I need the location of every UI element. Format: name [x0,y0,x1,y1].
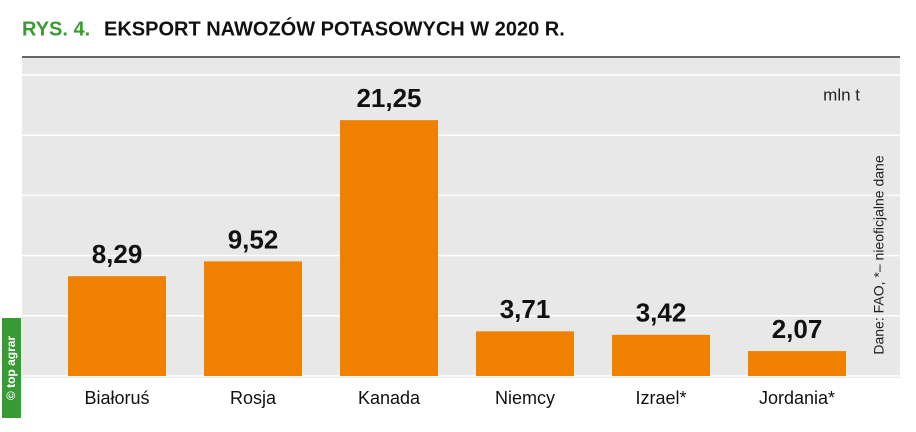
bar [68,276,166,376]
value-label: 3,42 [636,298,687,328]
value-label: 3,71 [500,294,551,324]
value-label: 9,52 [228,224,279,254]
x-tick-label: Izrael* [635,388,686,408]
chart-title: EKSPORT NAWOZÓW POTASOWYCH W 2020 R. [104,16,565,40]
source-note: Dane: FAO, *– nieoficjalne dane [871,155,887,354]
x-tick-label: Rosja [230,388,277,408]
x-tick-label: Jordania* [759,388,835,408]
bar [748,351,846,376]
plot-background [22,58,900,378]
value-label: 2,07 [772,314,823,344]
value-label: 21,25 [356,83,421,113]
copyright-box [2,318,21,418]
bar [476,331,574,376]
x-tick-label: Białoruś [84,388,149,408]
value-label: 8,29 [92,239,143,269]
copyright: © top agrar [4,336,18,401]
title-label: RYS. 4. [22,18,90,40]
unit-label: mln t [823,85,860,104]
bar [204,261,302,376]
bar [612,334,710,376]
x-tick-label: Kanada [358,388,421,408]
x-tick-label: Niemcy [495,388,555,408]
bar [340,120,438,377]
